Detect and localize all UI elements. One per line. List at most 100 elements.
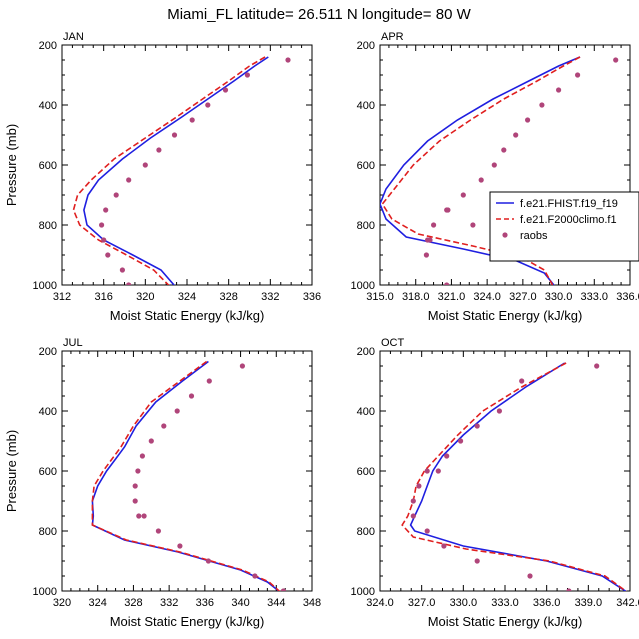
x-tick-label: 344 [267, 597, 285, 609]
raobs-point [135, 468, 141, 474]
raobs-point [444, 207, 450, 213]
x-tick-label: 327.0 [408, 597, 436, 609]
raobs-point [285, 57, 291, 63]
x-tick-label: 324.0 [473, 291, 501, 303]
x-tick-label: 328 [124, 597, 142, 609]
raobs-point [424, 528, 430, 534]
x-tick-label: 336.0 [533, 597, 561, 609]
plot-frame [61, 44, 313, 286]
x-tick-label: 348 [303, 597, 321, 609]
panels: JAN 312 316 320 324 328 332 336 200 400 600 800 1000… [4, 31, 639, 629]
x-tick-label: 327.0 [509, 291, 537, 303]
panel-label: JUL [63, 337, 83, 349]
raobs-point [174, 408, 180, 414]
x-tick-label: 330.0 [450, 597, 478, 609]
y-tick-label: 800 [39, 220, 57, 232]
x-axis-label: Moist Static Energy (kJ/kg) [428, 308, 583, 323]
x-tick-label: 332 [160, 597, 178, 609]
y-tick-label: 1000 [351, 280, 375, 292]
y-axis-label: Pressure (mb) [4, 124, 19, 206]
figure-title: Miami_FL latitude= 26.511 N longitude= 8… [167, 6, 471, 23]
panel-label: OCT [381, 337, 405, 349]
raobs-point [101, 237, 107, 243]
raobs-point [103, 207, 109, 213]
raobs-point [280, 588, 286, 591]
raobs-point [444, 282, 450, 285]
raobs-point [155, 528, 161, 534]
raobs-point [444, 453, 450, 459]
raobs-point [206, 378, 212, 384]
x-tick-label: 320 [53, 597, 71, 609]
raobs-point [189, 117, 195, 123]
y-tick-label: 600 [357, 160, 375, 172]
y-tick-label: 400 [39, 100, 57, 112]
raobs-point [126, 177, 132, 183]
raobs-point [431, 222, 437, 228]
x-tick-label: 339.0 [575, 597, 603, 609]
raobs-point [410, 513, 416, 519]
x-tick-label: 342.0 [616, 597, 639, 609]
raobs-point [156, 147, 162, 153]
raobs-point [132, 483, 138, 489]
raobs-point [222, 87, 229, 93]
raobs-point [527, 573, 533, 579]
y-tick-label: 200 [357, 40, 375, 52]
x-tick-label: 320 [136, 291, 154, 303]
x-tick-label: 324 [89, 597, 107, 609]
y-tick-label: 400 [357, 406, 375, 418]
raobs-point [136, 513, 142, 519]
x-tick-label: 321.0 [438, 291, 466, 303]
raobs-point [423, 252, 429, 258]
y-tick-label: 800 [357, 220, 375, 232]
raobs-point [139, 453, 145, 459]
raobs-point [458, 438, 464, 444]
x-axis-label: Moist Static Energy (kJ/kg) [110, 614, 265, 629]
raobs-point [474, 423, 480, 429]
legend-entry: raobs [520, 230, 548, 242]
raobs-point [188, 393, 195, 399]
raobs-point [539, 102, 545, 108]
panel-label: JAN [63, 31, 84, 43]
panel-oct: OCT 324.0 327.0 330.0 333.0 336.0 339.0 342.0 20… [351, 337, 639, 629]
raobs-point [491, 162, 497, 168]
raobs-point [148, 438, 154, 444]
x-tick-label: 330.0 [545, 291, 573, 303]
y-tick-label: 1000 [33, 586, 57, 598]
raobs-point [424, 468, 430, 474]
x-tick-label: 333.0 [581, 291, 609, 303]
raobs-point [460, 192, 466, 198]
fhist-line [409, 362, 627, 591]
raobs-point [252, 573, 258, 579]
raobs-point [205, 558, 211, 564]
x-tick-label: 324.0 [366, 597, 394, 609]
x-tick-label: 336 [196, 597, 214, 609]
legend-entry: f.e21.FHIST.f19_f19 [520, 198, 618, 210]
x-tick-label: 328 [219, 291, 237, 303]
panel-jan: JAN 312 316 320 324 328 332 336 200 400 600 800 1000… [4, 31, 321, 323]
raobs-point [177, 543, 183, 549]
raobs-point [594, 363, 600, 369]
y-tick-label: 800 [357, 526, 375, 538]
legend-entry: f.e21.F2000climo.f1 [520, 214, 617, 226]
raobs-point [171, 132, 178, 138]
y-tick-label: 200 [357, 346, 375, 358]
x-tick-label: 336 [303, 291, 321, 303]
raobs-point [161, 423, 167, 429]
x-axis-label: Moist Static Energy (kJ/kg) [428, 614, 583, 629]
raobs-point [205, 102, 211, 108]
f2000climo-line [91, 360, 281, 591]
raobs-point [410, 498, 416, 504]
fhist-line [91, 360, 281, 591]
raobs-point [239, 363, 245, 369]
x-tick-label: 312 [53, 291, 71, 303]
raobs-point [244, 72, 250, 78]
x-axis-label: Moist Static Energy (kJ/kg) [110, 308, 265, 323]
raobs-point [575, 72, 581, 78]
y-tick-label: 1000 [351, 586, 375, 598]
raobs-point [556, 87, 562, 93]
raobs-point [613, 57, 619, 63]
panel-apr: APR 315.0 318.0 321.0 324.0 327.0 330.0 333.0 33… [351, 31, 639, 323]
x-tick-label: 318.0 [402, 291, 430, 303]
legend: f.e21.FHIST.f19_f19 f.e21.F2000climo.f1 ra… [489, 191, 639, 262]
